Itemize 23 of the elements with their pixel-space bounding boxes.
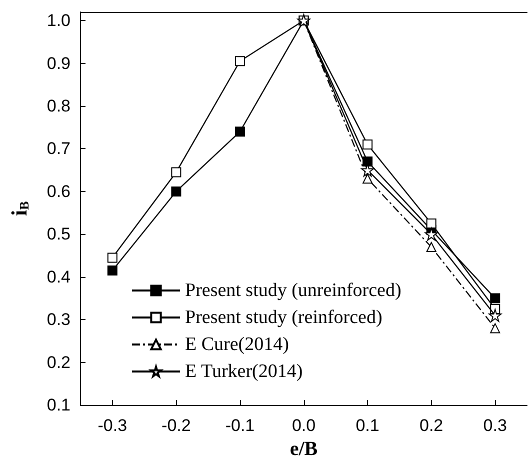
y-tick-label: 0.9 bbox=[46, 54, 70, 73]
x-tick-label: 0.3 bbox=[483, 416, 507, 436]
y-axis-title: iB bbox=[6, 200, 32, 216]
x-tick-label: -0.3 bbox=[98, 416, 128, 436]
x-tick-label: 0.1 bbox=[356, 416, 380, 436]
y-tick-label: 0.5 bbox=[46, 224, 70, 244]
x-tick-label: 0.0 bbox=[292, 416, 316, 436]
legend-label: E Turker(2014) bbox=[185, 361, 303, 382]
y-tick-label: 0.6 bbox=[46, 182, 70, 201]
y-tick-label: 0.2 bbox=[46, 352, 70, 372]
y-tick-label: 0.1 bbox=[46, 396, 70, 415]
legend-label: Present study (unreinforced) bbox=[185, 280, 402, 301]
legend-label: E Cure(2014) bbox=[185, 334, 289, 355]
x-tick-label: -0.2 bbox=[162, 416, 191, 436]
x-tick-label: -0.1 bbox=[225, 416, 255, 436]
y-tick-label: 0.7 bbox=[46, 139, 70, 158]
x-axis-title: e/B bbox=[290, 438, 318, 460]
x-tick-label: 0.2 bbox=[420, 416, 444, 436]
y-tick-label: 0.4 bbox=[46, 267, 70, 286]
y-tick-label: 0.3 bbox=[46, 310, 70, 330]
y-tick-label: 0.8 bbox=[46, 96, 70, 116]
y-tick-label: 1.0 bbox=[46, 11, 70, 30]
legend-label: Present study (reinforced) bbox=[185, 307, 382, 328]
